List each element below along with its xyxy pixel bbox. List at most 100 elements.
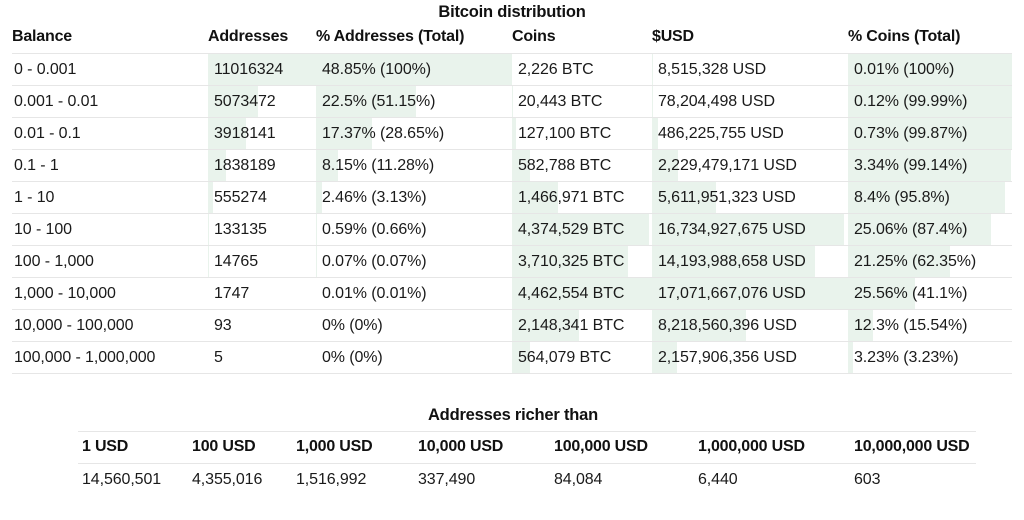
cell-usd-text: 2,157,906,356 USD xyxy=(658,348,797,366)
cell-pct-coins-text: 3.34% (99.14%) xyxy=(854,156,968,174)
cell-balance-text: 0.01 - 0.1 xyxy=(14,124,81,142)
cell-pct-coins: 0.12% (99.99%) xyxy=(848,85,1012,118)
column-header-10000000-usd[interactable]: 10,000,000 USD xyxy=(850,431,976,464)
cell-addresses-text: 11016324 xyxy=(214,60,284,78)
column-header-100000-usd[interactable]: 100,000 USD xyxy=(550,431,694,464)
cell-addresses: 133135 xyxy=(208,213,316,246)
cell-coins: 4,462,554 BTC xyxy=(512,277,652,310)
cell-coins: 564,079 BTC xyxy=(512,341,652,374)
value-bar xyxy=(652,278,848,309)
cell-pct-addresses-text: 17.37% (28.65%) xyxy=(322,124,445,142)
cell-pct-addresses: 0.59% (0.66%) xyxy=(316,213,512,246)
cell-pct-coins: 25.06% (87.4%) xyxy=(848,213,1012,246)
cell-pct-addresses-text: 0.01% (0.01%) xyxy=(322,284,427,302)
column-header-1-usd[interactable]: 1 USD xyxy=(78,431,188,464)
cell-balance-text: 0 - 0.001 xyxy=(14,60,77,78)
cell-balance: 1 - 10 xyxy=(12,181,208,214)
value-bar xyxy=(316,118,373,149)
cell-balance: 0 - 0.001 xyxy=(12,53,208,86)
value-bar xyxy=(208,86,258,117)
cell-pct-coins-text: 21.25% (62.35%) xyxy=(854,252,977,270)
value-bar xyxy=(512,150,531,181)
column-header-addresses[interactable]: Addresses xyxy=(208,28,289,45)
cell-pct-addresses: 2.46% (3.13%) xyxy=(316,181,512,214)
cell-addresses-text: 5 xyxy=(214,348,223,366)
column-header-1000-usd[interactable]: 1,000 USD xyxy=(292,431,414,464)
column-header-coins[interactable]: Coins xyxy=(512,28,556,45)
cell-coins-text: 2,148,341 BTC xyxy=(518,316,625,334)
cell-pct-coins: 25.56% (41.1%) xyxy=(848,277,1012,310)
value-bar xyxy=(848,150,1011,181)
cell-balance-text: 1 - 10 xyxy=(14,188,55,206)
column-header-1000000-usd[interactable]: 1,000,000 USD xyxy=(694,431,850,464)
cell-pct-addresses: 0% (0%) xyxy=(316,341,512,374)
value-bar xyxy=(652,118,658,149)
cell-pct-coins: 8.4% (95.8%) xyxy=(848,181,1012,214)
cell-usd: 5,611,951,323 USD xyxy=(652,181,848,214)
value-bar xyxy=(848,54,1012,85)
cell-usd-text: 486,225,755 USD xyxy=(658,124,784,142)
value-bar xyxy=(316,182,323,213)
cell-usd: 8,218,560,396 USD xyxy=(652,309,848,342)
cell-pct-coins-text: 12.3% (15.54%) xyxy=(854,316,968,334)
column-header-pct-addresses[interactable]: % Addresses (Total) xyxy=(316,28,465,45)
cell-coins: 4,374,529 BTC xyxy=(512,213,652,246)
cell-usd-text: 17,071,667,076 USD xyxy=(658,284,806,302)
cell-coins-text: 3,710,325 BTC xyxy=(518,252,625,270)
value-bar xyxy=(316,86,417,117)
cell-coins-text: 4,462,554 BTC xyxy=(518,284,625,302)
cell-pct-coins: 21.25% (62.35%) xyxy=(848,245,1012,278)
richer-value-100-usd: 4,355,016 xyxy=(188,463,292,497)
cell-usd-text: 8,515,328 USD xyxy=(658,60,767,78)
cell-usd: 486,225,755 USD xyxy=(652,117,848,150)
richer-value-1-usd: 14,560,501 xyxy=(78,463,188,497)
column-header-10000-usd[interactable]: 10,000 USD xyxy=(414,431,550,464)
value-bar xyxy=(512,118,516,149)
cell-balance: 1,000 - 10,000 xyxy=(12,277,208,310)
value-bar xyxy=(512,246,629,277)
column-header-100-usd[interactable]: 100 USD xyxy=(188,431,292,464)
table-row: 0.001 - 0.01 5073472 22.5% (51.15%) 20,443 … xyxy=(12,85,1012,118)
cell-addresses-text: 5073472 xyxy=(214,92,276,110)
cell-pct-coins-text: 25.06% (87.4%) xyxy=(854,220,968,238)
value-bar xyxy=(512,86,513,117)
value-bar xyxy=(512,278,652,309)
cell-coins-text: 582,788 BTC xyxy=(518,156,612,174)
column-header-balance[interactable]: Balance xyxy=(12,28,72,45)
richer-than-section: Addresses richer than 1 USD 100 USD 1,00… xyxy=(78,405,976,497)
value-bar xyxy=(208,54,316,85)
cell-balance-text: 10,000 - 100,000 xyxy=(14,316,134,334)
value-bar xyxy=(208,214,210,245)
cell-usd-text: 14,193,988,658 USD xyxy=(658,252,806,270)
value-bar xyxy=(652,310,747,341)
table-row: 0 - 0.001 11016324 48.85% (100%) 2,226 BTC 8… xyxy=(12,53,1012,86)
distribution-table-body: 0 - 0.001 11016324 48.85% (100%) 2,226 BTC 8… xyxy=(12,53,1012,374)
cell-usd-text: 5,611,951,323 USD xyxy=(658,188,796,206)
value-bar xyxy=(316,54,512,85)
cell-pct-addresses-text: 0% (0%) xyxy=(322,348,383,366)
table-row: 100 - 1,000 14765 0.07% (0.07%) 3,710,325 B… xyxy=(12,245,1012,278)
distribution-header-row: Balance Addresses % Addresses (Total) Co… xyxy=(12,28,1012,54)
cell-pct-coins-text: 0.12% (99.99%) xyxy=(854,92,968,110)
column-header-pct-coins[interactable]: % Coins (Total) xyxy=(848,28,961,45)
cell-usd: 2,157,906,356 USD xyxy=(652,341,848,374)
cell-pct-addresses: 17.37% (28.65%) xyxy=(316,117,512,150)
cell-balance: 0.01 - 0.1 xyxy=(12,117,208,150)
cell-pct-coins: 3.23% (3.23%) xyxy=(848,341,1012,374)
cell-balance: 10,000 - 100,000 xyxy=(12,309,208,342)
value-bar xyxy=(848,86,1012,117)
cell-pct-addresses-text: 48.85% (100%) xyxy=(322,60,431,78)
column-header-usd[interactable]: $USD xyxy=(652,28,694,45)
cell-coins-text: 1,466,971 BTC xyxy=(518,188,625,206)
value-bar xyxy=(316,214,318,245)
cell-pct-addresses: 22.5% (51.15%) xyxy=(316,85,512,118)
cell-addresses: 11016324 xyxy=(208,53,316,86)
cell-pct-coins-text: 0.73% (99.87%) xyxy=(854,124,968,142)
cell-pct-addresses-text: 0.07% (0.07%) xyxy=(322,252,427,270)
cell-coins: 20,443 BTC xyxy=(512,85,652,118)
cell-usd: 2,229,479,171 USD xyxy=(652,149,848,182)
cell-balance-text: 0.1 - 1 xyxy=(14,156,59,174)
table-row: 14,560,501 4,355,016 1,516,992 337,490 8… xyxy=(78,463,976,497)
richer-value-1000000-usd: 6,440 xyxy=(694,463,850,497)
cell-pct-addresses: 8.15% (11.28%) xyxy=(316,149,512,182)
